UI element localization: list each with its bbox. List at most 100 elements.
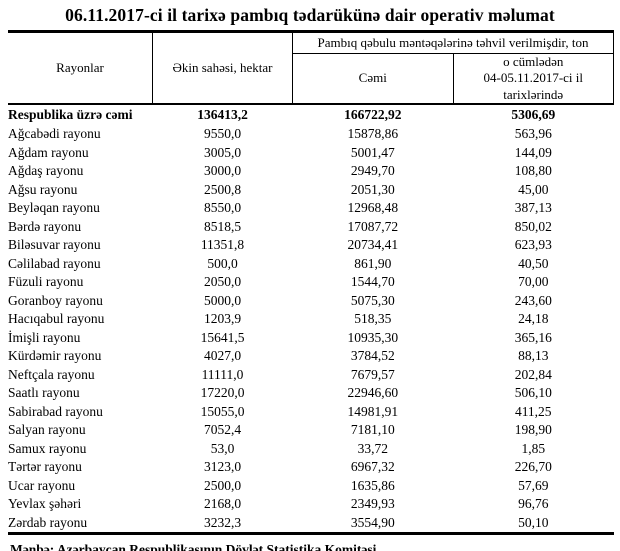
district-row: Salyan rayonu 7052,4 7181,10 198,90 <box>8 421 614 440</box>
district-row: Ağdaş rayonu 3000,0 2949,70 108,80 <box>8 162 614 181</box>
delivered-recent-value: 70,00 <box>518 274 549 290</box>
district-row: Ağcabədi rayonu 9550,0 15878,86 563,96 <box>8 125 614 144</box>
header-row-sub: Cəmi o cümlədən 04-05.11.2017-ci il tari… <box>8 53 614 105</box>
delivered-total-value: 3784,52 <box>350 348 395 364</box>
delivered-total-value: 518,35 <box>354 311 392 327</box>
column-header-total: Cəmi <box>292 53 454 105</box>
table-header: Rayonlar Əkin sahəsi, hektar Pambıq qəbu… <box>8 31 614 105</box>
district-name: Füzuli rayonu <box>8 274 84 290</box>
district-row: Bərdə rayonu 8518,5 17087,72 850,02 <box>8 217 614 236</box>
delivered-total-value: 1635,86 <box>350 477 395 493</box>
column-header-including-line2: 04-05.11.2017-ci il tarixlərində <box>483 70 584 102</box>
source-note: Mənbə: Azərbaycan Respublikasının Dövlət… <box>10 541 377 551</box>
delivered-recent-value: 202,84 <box>514 366 552 382</box>
district-row: Kürdəmir rayonu 4027,0 3784,52 88,13 <box>8 347 614 366</box>
delivered-recent-value: 623,93 <box>514 237 552 253</box>
delivered-total-value: 2349,93 <box>350 496 395 512</box>
delivered-recent-value: 144,09 <box>514 144 552 160</box>
district-name: Beyləqan rayonu <box>8 200 100 216</box>
delivered-recent-value: 96,76 <box>518 496 549 512</box>
district-name: Tərtər rayonu <box>8 459 82 475</box>
area-value: 7052,4 <box>203 422 242 438</box>
delivered-recent-value: 365,16 <box>514 329 552 345</box>
district-name: Ucar rayonu <box>8 477 76 493</box>
area-value: 2050,0 <box>203 274 242 290</box>
total-row-label: Respublika üzrə cəmi <box>8 107 133 122</box>
district-row: Ucar rayonu 2500,0 1635,86 57,69 <box>8 476 614 495</box>
area-value: 1203,9 <box>203 311 242 327</box>
delivered-total-value: 10935,30 <box>347 329 399 345</box>
district-name: Kürdəmir rayonu <box>8 348 102 364</box>
delivered-total-value: 2051,30 <box>350 181 395 197</box>
area-value: 4027,0 <box>203 348 242 364</box>
district-name: Sabirabad rayonu <box>8 403 103 419</box>
delivered-recent-value: 57,69 <box>518 477 549 493</box>
column-header-including: o cümlədən 04-05.11.2017-ci il tarixləri… <box>453 53 614 105</box>
area-value: 2168,0 <box>203 496 242 512</box>
delivered-recent-value: 506,10 <box>514 385 552 401</box>
delivered-total-value: 7679,57 <box>350 366 395 382</box>
delivered-recent-value: 226,70 <box>514 459 552 475</box>
district-name: Ağdam rayonu <box>8 144 89 160</box>
district-name: Yevlax şəhəri <box>8 496 82 512</box>
column-header-sown-area: Əkin sahəsi, hektar <box>152 31 293 105</box>
area-value: 53,0 <box>210 440 235 456</box>
area-value: 15641,5 <box>200 329 245 345</box>
district-row: Saatlı rayonu 17220,0 22946,60 506,10 <box>8 384 614 403</box>
delivered-total-value: 5075,30 <box>350 292 395 308</box>
delivered-recent-value: 50,10 <box>518 514 549 530</box>
delivered-total-value: 22946,60 <box>347 385 399 401</box>
area-value: 8550,0 <box>203 200 242 216</box>
district-row: Füzuli rayonu 2050,0 1544,70 70,00 <box>8 273 614 292</box>
delivered-recent-value: 108,80 <box>514 163 552 179</box>
area-value: 17220,0 <box>200 385 245 401</box>
delivered-total-value: 3554,90 <box>350 514 395 530</box>
delivered-recent-value: 387,13 <box>514 200 552 216</box>
district-name: Zərdab rayonu <box>8 514 88 530</box>
district-row: Samux rayonu 53,0 33,72 1,85 <box>8 439 614 458</box>
delivered-total-value: 861,90 <box>354 255 392 271</box>
district-row: Zərdab rayonu 3232,3 3554,90 50,10 <box>8 513 614 533</box>
area-value: 11111,0 <box>201 366 244 382</box>
district-name: Saatlı rayonu <box>8 385 80 401</box>
area-value: 15055,0 <box>200 403 245 419</box>
district-name: Hacıqabul rayonu <box>8 311 105 327</box>
delivered-total-value: 5001,47 <box>350 144 395 160</box>
delivered-recent-value: 88,13 <box>518 348 549 364</box>
area-value: 5000,0 <box>203 292 242 308</box>
delivered-recent-value: 198,90 <box>514 422 552 438</box>
header-row-top: Rayonlar Əkin sahəsi, hektar Pambıq qəbu… <box>8 31 614 105</box>
district-name: Bərdə rayonu <box>8 218 82 234</box>
delivered-total-value: 7181,10 <box>350 422 395 438</box>
district-name: Biləsuvar rayonu <box>8 237 101 253</box>
district-row: İmişli rayonu 15641,5 10935,30 365,16 <box>8 328 614 347</box>
delivered-total-value: 33,72 <box>357 440 388 456</box>
area-value: 11351,8 <box>200 237 245 253</box>
district-name: İmişli rayonu <box>8 329 81 345</box>
table-body: Respublika üzrə cəmi 136413,2 166722,92 … <box>8 104 614 534</box>
delivered-recent-value: 243,60 <box>514 292 552 308</box>
area-value: 3232,3 <box>203 514 242 530</box>
delivered-recent-value: 24,18 <box>518 311 549 327</box>
district-row: Ağdam rayonu 3005,0 5001,47 144,09 <box>8 143 614 162</box>
column-header-delivered-group: Pambıq qəbulu məntəqələrinə təhvil veril… <box>292 31 614 54</box>
district-row: Tərtər rayonu 3123,0 6967,32 226,70 <box>8 458 614 477</box>
district-name: Samux rayonu <box>8 440 87 456</box>
area-value: 2500,0 <box>203 477 242 493</box>
area-value: 2500,8 <box>203 181 242 197</box>
district-name: Salyan rayonu <box>8 422 86 438</box>
district-row: Cəlilabad rayonu 500,0 861,90 40,50 <box>8 254 614 273</box>
district-row: Biləsuvar rayonu 11351,8 20734,41 623,93 <box>8 236 614 255</box>
delivered-recent-value: 563,96 <box>514 126 552 142</box>
delivered-recent-value: 411,25 <box>514 403 552 419</box>
area-value: 3005,0 <box>203 144 242 160</box>
district-name: Goranboy rayonu <box>8 292 103 308</box>
delivered-recent-value: 850,02 <box>514 218 552 234</box>
district-row: Ağsu rayonu 2500,8 2051,30 45,00 <box>8 180 614 199</box>
total-row-area-value: 136413,2 <box>197 107 248 122</box>
republic-total-row: Respublika üzrə cəmi 136413,2 166722,92 … <box>8 104 614 125</box>
area-value: 8518,5 <box>203 218 242 234</box>
district-row: Hacıqabul rayonu 1203,9 518,35 24,18 <box>8 310 614 329</box>
area-value: 500,0 <box>207 255 238 271</box>
